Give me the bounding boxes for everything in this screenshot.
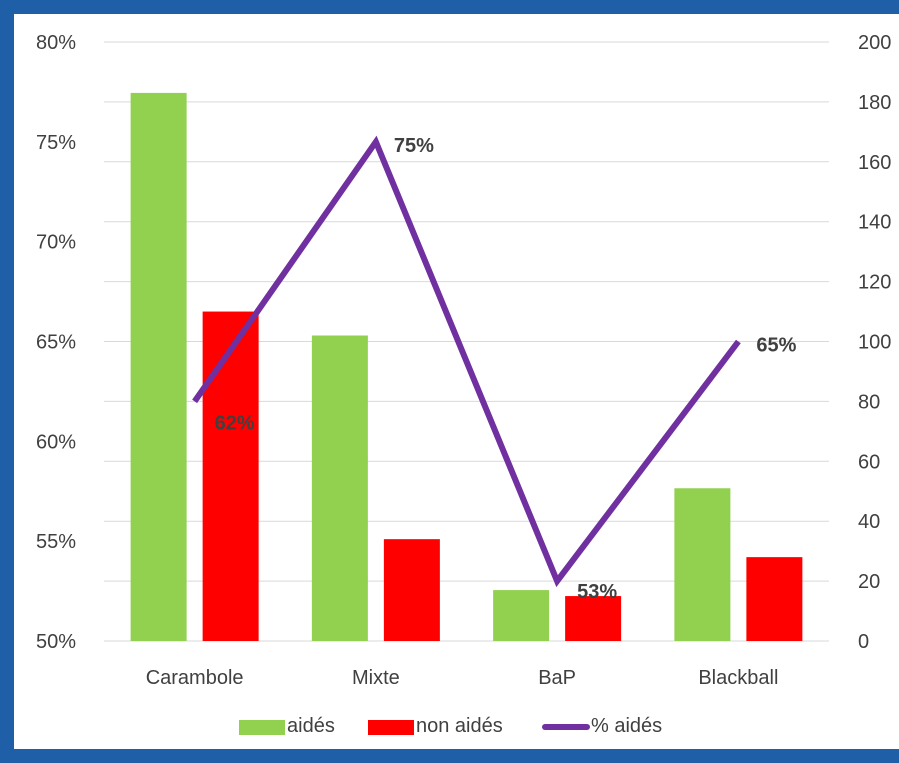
- category-axis: Carambole Mixte BaP Blackball: [146, 667, 779, 689]
- right-axis: 0 20 40 60 80 100 120 140 160 180 200: [858, 32, 891, 653]
- data-label: 53%: [577, 581, 617, 603]
- left-tick-label: 60%: [36, 431, 76, 453]
- chart-panel: 50% 55% 60% 65% 70% 75% 80% 0 20 40 60 80 100 120 140…: [14, 14, 899, 749]
- bar-non-aides: [202, 311, 259, 641]
- legend-label: non aidés: [416, 715, 503, 737]
- category-label: Carambole: [146, 667, 244, 689]
- left-tick-label: 55%: [36, 531, 76, 553]
- right-tick-label: 40: [858, 511, 880, 533]
- bar-non-aides: [565, 596, 622, 641]
- data-label: 62%: [215, 412, 255, 434]
- data-label: 75%: [394, 135, 434, 157]
- right-tick-label: 160: [858, 152, 891, 174]
- left-tick-label: 80%: [36, 32, 76, 54]
- right-tick-label: 180: [858, 92, 891, 114]
- data-label: 65%: [756, 335, 796, 357]
- right-tick-label: 200: [858, 32, 891, 54]
- left-tick-label: 50%: [36, 631, 76, 653]
- category-label: Mixte: [352, 667, 400, 689]
- legend-swatch: [239, 720, 285, 735]
- right-tick-label: 60: [858, 451, 880, 473]
- bar-aides: [311, 335, 368, 641]
- bar-aides: [674, 488, 731, 641]
- left-tick-label: 70%: [36, 232, 76, 254]
- legend-swatch: [368, 720, 414, 735]
- category-label: Blackball: [698, 667, 778, 689]
- left-tick-label: 65%: [36, 332, 76, 354]
- right-tick-label: 140: [858, 212, 891, 234]
- bar-non-aides: [383, 539, 440, 641]
- percent-aides-line: [192, 135, 741, 588]
- bars: [130, 92, 803, 642]
- bar-aides: [493, 590, 550, 641]
- line-series: [192, 135, 741, 588]
- legend: aidés non aidés % aidés: [239, 715, 662, 737]
- category-label: BaP: [538, 667, 576, 689]
- combo-chart: 50% 55% 60% 65% 70% 75% 80% 0 20 40 60 80 100 120 140…: [36, 32, 891, 737]
- left-axis: 50% 55% 60% 65% 70% 75% 80%: [36, 32, 76, 653]
- legend-label: % aidés: [591, 715, 662, 737]
- bar-non-aides: [746, 557, 803, 641]
- data-labels: 62% 75% 53% 65%: [215, 135, 797, 603]
- right-tick-label: 100: [858, 332, 891, 354]
- bar-aides: [130, 92, 187, 642]
- right-tick-label: 120: [858, 272, 891, 294]
- right-tick-label: 20: [858, 571, 880, 593]
- right-tick-label: 0: [858, 631, 869, 653]
- left-tick-label: 75%: [36, 132, 76, 154]
- right-tick-label: 80: [858, 391, 880, 413]
- legend-label: aidés: [287, 715, 335, 737]
